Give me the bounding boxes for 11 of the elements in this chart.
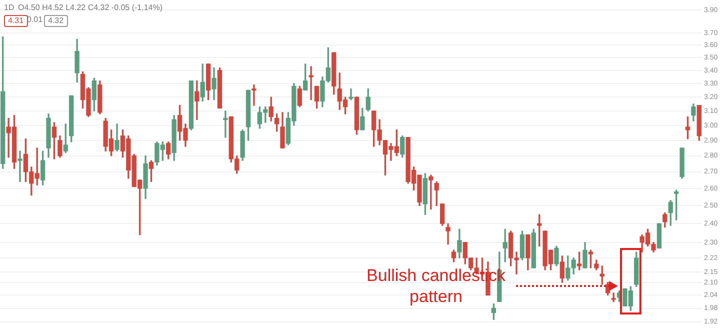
- candlestick: [446, 223, 450, 245]
- annotation: O4.50 H4.52 L4.22 C4.32 -0.05 (-1.14%): [18, 3, 163, 13]
- candlestick: [348, 88, 354, 100]
- annotation: 4.31: [4, 15, 28, 27]
- candlestick: [252, 84, 256, 106]
- annotation: 1D: [4, 3, 14, 13]
- annotation: 4.32: [44, 15, 68, 27]
- candlestick: [18, 150, 22, 182]
- candlestick: [223, 110, 228, 138]
- candlestick: [308, 66, 314, 100]
- candlestick: [611, 292, 616, 302]
